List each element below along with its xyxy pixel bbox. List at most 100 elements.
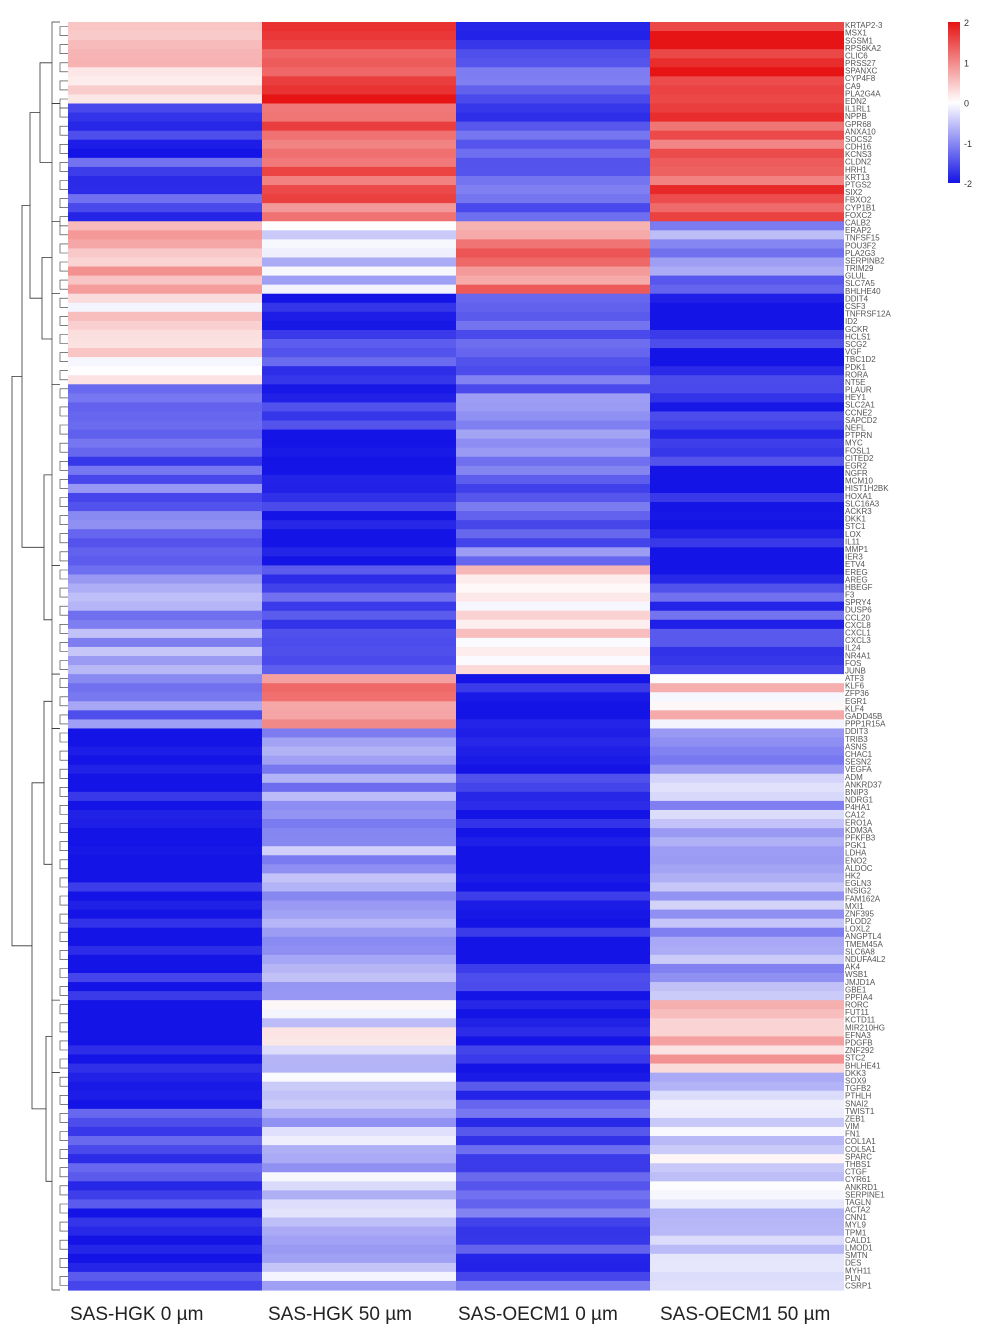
dendrogram-leaf (59, 1040, 68, 1051)
row-label: MCM10 (845, 477, 874, 486)
heatmap-cell (456, 982, 650, 992)
heatmap-cell (262, 465, 456, 476)
heatmap-cell (262, 1099, 456, 1110)
heatmap-cell (262, 828, 456, 838)
heatmap-cell (262, 357, 456, 367)
heatmap-cell (456, 465, 650, 476)
heatmap-cell (650, 492, 844, 503)
row-label: LMOD1 (845, 1244, 873, 1253)
heatmap-cell (262, 773, 456, 784)
row-label: CSRP1 (845, 1281, 872, 1290)
row-label: SLC2A1 (845, 401, 875, 410)
row-label: SGSM1 (845, 36, 874, 45)
row-label: EREG (845, 568, 868, 577)
legend-tick-label: -2 (964, 179, 972, 189)
heatmap-cell (456, 909, 650, 920)
heatmap-cell (68, 339, 262, 349)
row-label: CDH16 (845, 143, 872, 152)
heatmap-cell (262, 1226, 456, 1237)
row-label: TNFSF15 (845, 234, 880, 243)
heatmap-cell (456, 130, 650, 141)
row-label: ID2 (845, 317, 858, 326)
heatmap-cell (68, 900, 262, 911)
heatmap-cell (68, 846, 262, 856)
heatmap-cell (262, 592, 456, 603)
heatmap-cell (456, 94, 650, 105)
heatmap-cell (456, 764, 650, 775)
heatmap-cell (650, 1181, 844, 1191)
heatmap-cell (68, 31, 262, 41)
heatmap-cell (68, 40, 262, 50)
row-label: EDN2 (845, 97, 867, 106)
dendrogram-block (51, 220, 60, 295)
heatmap-cell (68, 166, 262, 177)
row-label: KDM3A (845, 826, 873, 835)
heatmap-cell (456, 248, 650, 259)
heatmap-cell (262, 1081, 456, 1092)
heatmap-cell (68, 22, 262, 32)
heatmap-cell (650, 619, 844, 630)
row-label: GCKR (845, 325, 868, 334)
heatmap-cell (456, 646, 650, 657)
heatmap-cell (456, 828, 650, 838)
heatmap-cell (650, 574, 844, 585)
heatmap-cell (68, 1163, 262, 1173)
heatmap-cell (456, 1163, 650, 1173)
row-label: MMP1 (845, 545, 869, 554)
heatmap-cell (456, 1063, 650, 1074)
heatmap-cell (456, 936, 650, 947)
dendrogram-leaf (59, 533, 68, 544)
heatmap-cell (456, 302, 650, 313)
heatmap-cell (456, 366, 650, 376)
heatmap-cell (650, 927, 844, 938)
heatmap-cell (68, 674, 262, 684)
dendrogram-leaf (59, 714, 68, 725)
dendrogram-leaf (59, 497, 68, 507)
heatmap-cell (262, 982, 456, 992)
heatmap-cell (68, 1280, 262, 1291)
heatmap-cell (456, 293, 650, 304)
heatmap-cell (456, 438, 650, 449)
heatmap-cell (68, 710, 262, 720)
heatmap-cell (456, 67, 650, 77)
heatmap-cell (456, 483, 650, 494)
heatmap-cell (262, 1136, 456, 1146)
heatmap-cell (262, 511, 456, 521)
heatmap-cell (262, 348, 456, 358)
heatmap-cell (68, 1154, 262, 1164)
row-label: NDUFA4L2 (845, 955, 886, 964)
row-label: LDHA (845, 849, 867, 858)
heatmap-cell (650, 1081, 844, 1092)
heatmap-cell (650, 746, 844, 757)
dendrogram-block (51, 565, 60, 675)
heatmap-cell (456, 782, 650, 793)
heatmap-cell (262, 637, 456, 648)
heatmap-cell (456, 900, 650, 911)
heatmap-cell (650, 1163, 844, 1173)
row-label: IL11 (845, 537, 861, 546)
heatmap-cell (262, 212, 456, 222)
heatmap-cell (456, 420, 650, 431)
heatmap-cell (68, 357, 262, 367)
heatmap-cell (262, 483, 456, 494)
heatmap-cell (68, 882, 262, 893)
heatmap-cell (650, 809, 844, 820)
heatmap-cell (68, 511, 262, 521)
heatmap-cell (262, 339, 456, 349)
heatmap-cell (68, 755, 262, 766)
row-label: NPPB (845, 112, 867, 121)
dendrogram-leaf (59, 1058, 68, 1069)
heatmap-cell (456, 402, 650, 413)
heatmap-cell (650, 900, 844, 911)
heatmap-cell (650, 429, 844, 440)
heatmap-cell (68, 918, 262, 929)
dendrogram-leaf (59, 1022, 68, 1033)
color-legend: 2 1 0 -1 -2 (948, 18, 972, 189)
row-label: SPARC (845, 1152, 872, 1161)
heatmap-cell (262, 474, 456, 485)
heatmap-cell (68, 1253, 262, 1264)
row-label: ATF3 (845, 674, 865, 683)
heatmap-cell (262, 864, 456, 874)
row-label: BHLHE40 (845, 287, 881, 296)
heatmap-cell (650, 203, 844, 213)
